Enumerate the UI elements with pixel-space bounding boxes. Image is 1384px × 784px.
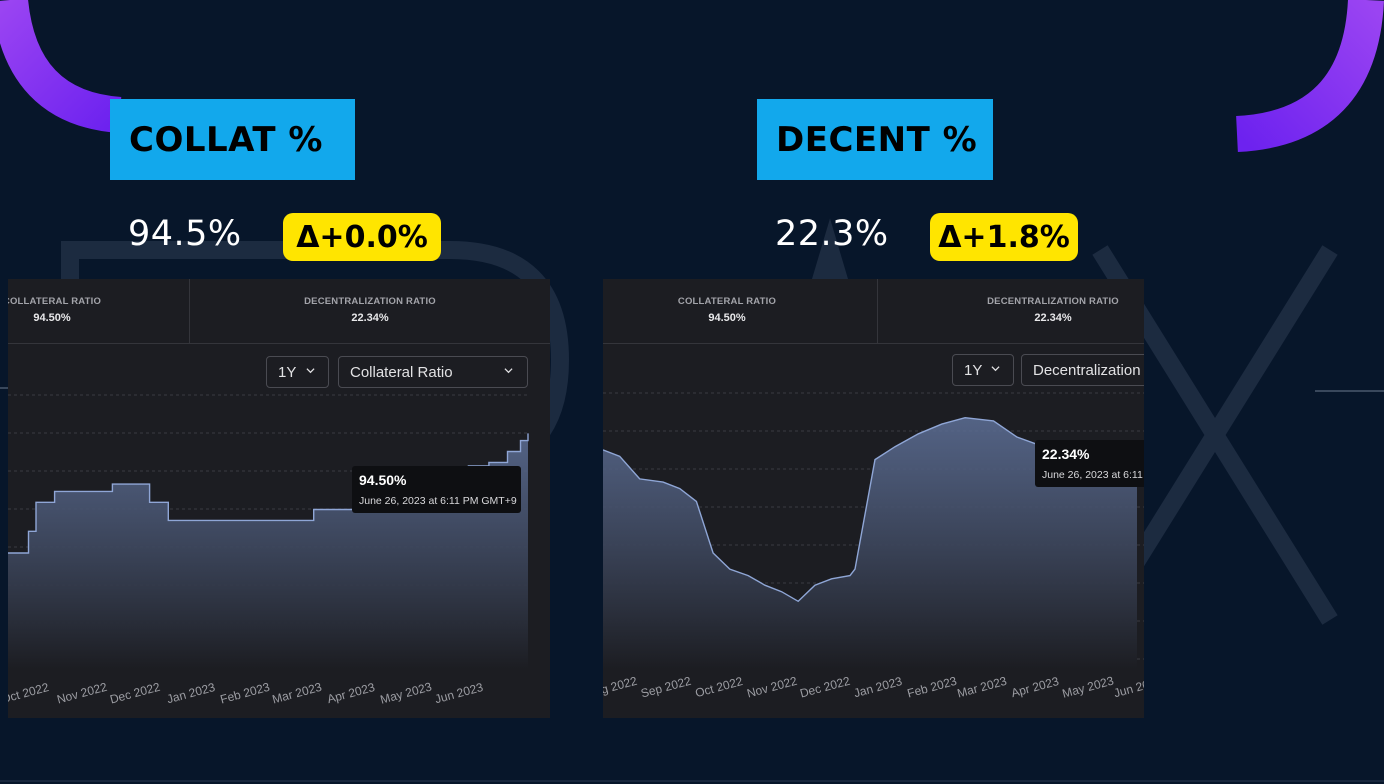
x-tick-label: Oct 2022 <box>8 680 51 706</box>
tooltip-date: June 26, 2023 at 6:11 PM GMT+9 <box>1042 469 1144 481</box>
metric-collateral-ratio: COLLATERAL RATIO 94.50% <box>8 279 188 344</box>
period-select-value: 1Y <box>964 361 983 379</box>
series-line <box>603 416 1138 603</box>
x-tick-label: Jun 2023 <box>433 680 485 706</box>
arc-top-left <box>0 0 122 133</box>
chart-tooltip: 94.50% June 26, 2023 at 6:11 PM GMT+9 <box>352 466 521 513</box>
x-tick-label: Dec 2022 <box>108 680 162 707</box>
x-tick-label: Apr 2023 <box>326 680 377 706</box>
metric-select[interactable]: Decentralization Ratio <box>1021 354 1144 386</box>
decentralization-chart-card: COLLATERAL RATIO 94.50% DECENTRALIZATION… <box>603 279 1144 718</box>
x-tick-label: Nov 2022 <box>745 674 799 701</box>
metric-select-value: Decentralization Ratio <box>1033 361 1144 379</box>
tooltip-date: June 26, 2023 at 6:11 PM GMT+9 <box>359 495 517 507</box>
card-header: COLLATERAL RATIO 94.50% DECENTRALIZATION… <box>8 279 550 344</box>
x-tick-label: Nov 2022 <box>55 680 109 707</box>
collateral-chart-card: COLLATERAL RATIO 94.50% DECENTRALIZATION… <box>8 279 550 718</box>
x-tick-label: Feb 2023 <box>219 680 272 707</box>
x-tick-label: Sep 2022 <box>639 674 693 701</box>
decent-value: 22.3% <box>775 214 889 254</box>
x-tick-label: Jan 2023 <box>165 680 217 706</box>
decent-delta-badge: Δ+1.8% <box>930 213 1078 261</box>
card-header: COLLATERAL RATIO 94.50% DECENTRALIZATION… <box>603 279 1144 344</box>
x-tick-label: Oct 2022 <box>694 674 745 700</box>
x-tick-label: Aug 2022 <box>603 674 639 701</box>
metric-decentralization-ratio: DECENTRALIZATION RATIO 22.34% <box>878 279 1144 344</box>
metric-label: COLLATERAL RATIO <box>8 296 102 307</box>
x-tick-label: Feb 2023 <box>906 674 959 701</box>
collat-title: COLLAT % <box>110 99 355 180</box>
period-select[interactable]: 1Y <box>952 354 1014 386</box>
series-area <box>603 417 1137 669</box>
metric-label: COLLATERAL RATIO <box>677 296 777 307</box>
metric-decentralization-ratio: DECENTRALIZATION RATIO 22.34% <box>190 279 550 344</box>
collat-delta-badge: Δ+0.0% <box>283 213 441 261</box>
x-tick-label: Apr 2023 <box>1010 674 1061 700</box>
period-select-value: 1Y <box>278 363 297 381</box>
chevron-down-icon <box>991 366 1000 372</box>
metric-select[interactable]: Collateral Ratio <box>338 356 528 388</box>
x-tick-label: May 2023 <box>379 679 434 706</box>
metric-value: 22.34% <box>351 312 389 324</box>
metric-select-value: Collateral Ratio <box>350 363 453 381</box>
x-tick-label: Mar 2023 <box>956 674 1009 701</box>
metric-divider <box>189 279 190 344</box>
x-tick-label: Jan 2023 <box>852 674 904 700</box>
collat-value: 94.5% <box>128 214 242 254</box>
x-tick-label: Jun 2023 <box>1112 674 1144 700</box>
metric-label: DECENTRALIZATION RATIO <box>987 296 1119 307</box>
arc-top-right <box>1235 0 1384 152</box>
metric-value: 22.34% <box>1034 312 1072 324</box>
metric-label: DECENTRALIZATION RATIO <box>304 296 436 307</box>
chevron-down-icon <box>504 368 513 374</box>
decentralization-ratio-chart[interactable]: Aug 2022 Sep 2022 Oct 2022 Nov 2022 Dec 2022… <box>603 279 1144 718</box>
period-select[interactable]: 1Y <box>266 356 329 388</box>
chart-tooltip: 22.34% June 26, 2023 at 6:11 PM GMT+9 <box>1035 440 1144 487</box>
tooltip-value: 94.50% <box>359 472 407 488</box>
x-tick-label: Dec 2022 <box>798 674 852 701</box>
decent-title: DECENT % <box>757 99 993 180</box>
metric-divider <box>877 279 878 344</box>
x-tick-label: Mar 2023 <box>271 680 324 707</box>
metric-value: 94.50% <box>708 312 746 324</box>
x-tick-label: May 2023 <box>1061 673 1116 700</box>
tooltip-value: 22.34% <box>1042 446 1090 462</box>
metric-value: 94.50% <box>33 312 71 324</box>
metric-collateral-ratio: COLLATERAL RATIO 94.50% <box>603 279 878 344</box>
chevron-down-icon <box>306 368 315 374</box>
